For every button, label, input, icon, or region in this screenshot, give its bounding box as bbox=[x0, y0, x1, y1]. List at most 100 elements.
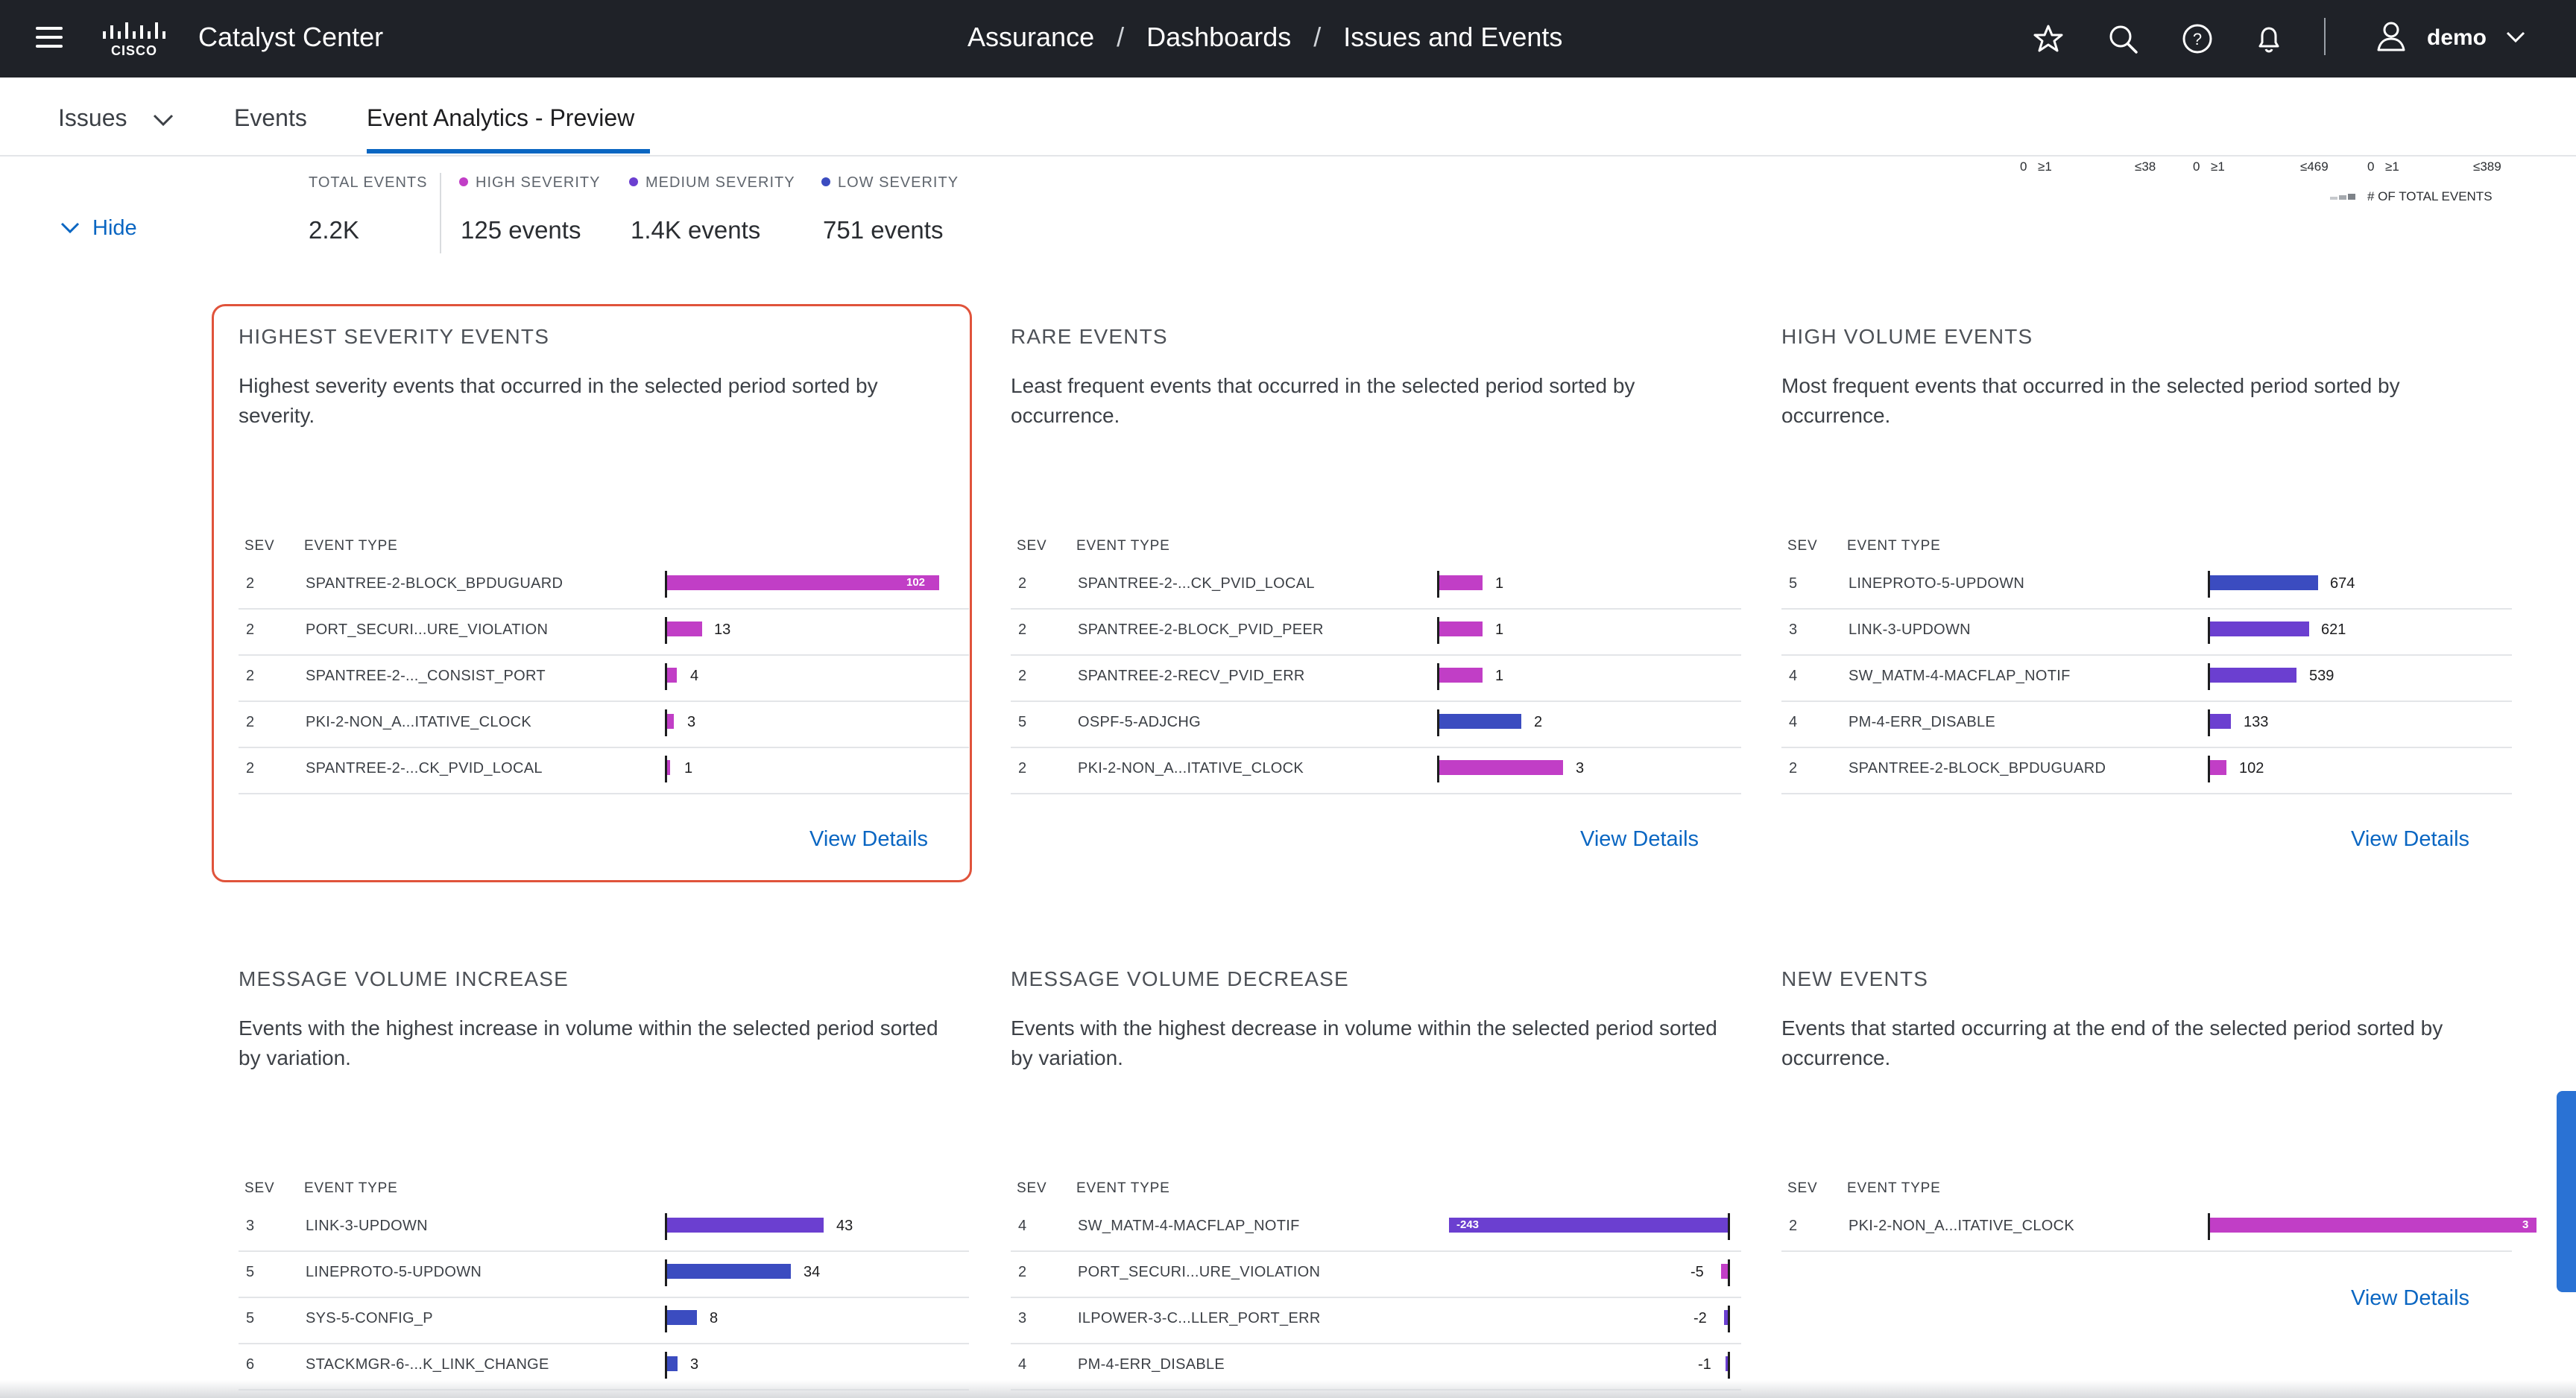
event-type[interactable]: PM-4-ERR_DISABLE bbox=[1849, 714, 1996, 730]
bar-axis bbox=[665, 1306, 667, 1332]
tab-events[interactable]: Events bbox=[234, 104, 307, 131]
hide-summary-link[interactable]: Hide bbox=[92, 216, 137, 240]
event-type[interactable]: LINEPROTO-5-UPDOWN bbox=[306, 1264, 482, 1280]
event-type[interactable]: SPANTREE-2-BLOCK_BPDUGUARD bbox=[306, 575, 564, 592]
total-events-value: 2.2K bbox=[309, 216, 359, 244]
table-row[interactable]: 4 SW_MATM-4-MACFLAP_NOTIF -243 bbox=[1011, 1204, 1741, 1252]
star-icon[interactable] bbox=[2032, 22, 2065, 55]
view-details-link[interactable]: View Details bbox=[1580, 827, 1699, 851]
event-type[interactable]: SPANTREE-2-..._CONSIST_PORT bbox=[306, 668, 546, 684]
table-row[interactable]: 2 SPANTREE-2-...CK_PVID_LOCAL 1 bbox=[1011, 562, 1741, 610]
highest-severity-card: HIGHEST SEVERITY EVENTS Highest severity… bbox=[212, 325, 969, 861]
high-severity-value: 125 events bbox=[461, 216, 581, 244]
help-icon[interactable]: ? bbox=[2181, 22, 2214, 55]
table-row[interactable]: 2 PORT_SECURI...URE_VIOLATION 13 bbox=[239, 608, 969, 656]
tab-event-analytics[interactable]: Event Analytics - Preview bbox=[367, 104, 635, 131]
bell-icon[interactable] bbox=[2253, 22, 2285, 55]
event-bar bbox=[667, 714, 674, 729]
sev-value: 4 bbox=[1789, 668, 1798, 684]
table-row[interactable]: 4 SW_MATM-4-MACFLAP_NOTIF 539 bbox=[1781, 654, 2512, 702]
event-type[interactable]: STACKMGR-6-...K_LINK_CHANGE bbox=[306, 1356, 549, 1373]
event-type-column-header: EVENT TYPE bbox=[1847, 1180, 1941, 1196]
bar-axis bbox=[1437, 571, 1439, 598]
table-row[interactable]: 2 SPANTREE-2-BLOCK_PVID_PEER 1 bbox=[1011, 608, 1741, 656]
event-type[interactable]: PKI-2-NON_A...ITATIVE_CLOCK bbox=[306, 714, 531, 730]
table-row[interactable]: 2 SPANTREE-2-RECV_PVID_ERR 1 bbox=[1011, 654, 1741, 702]
view-details-link[interactable]: View Details bbox=[809, 827, 929, 851]
table-row[interactable]: 5 LINEPROTO-5-UPDOWN 674 bbox=[1781, 562, 2512, 610]
event-count: 1 bbox=[684, 760, 693, 777]
event-type[interactable]: PORT_SECURI...URE_VIOLATION bbox=[306, 621, 549, 638]
event-type[interactable]: PM-4-ERR_DISABLE bbox=[1078, 1356, 1225, 1373]
sev-value: 5 bbox=[246, 1310, 255, 1326]
event-type[interactable]: PORT_SECURI...URE_VIOLATION bbox=[1078, 1264, 1321, 1280]
table-row[interactable]: 2 SPANTREE-2-BLOCK_BPDUGUARD 102 bbox=[239, 562, 969, 610]
table-row[interactable]: 5 LINEPROTO-5-UPDOWN 34 bbox=[239, 1250, 969, 1298]
view-details-link[interactable]: View Details bbox=[2351, 827, 2470, 851]
sev-value: 2 bbox=[246, 714, 255, 730]
table-row[interactable]: 2 PKI-2-NON_A...ITATIVE_CLOCK 3 bbox=[1011, 747, 1741, 794]
bar-axis bbox=[665, 617, 667, 644]
table-row[interactable]: 2 SPANTREE-2-..._CONSIST_PORT 4 bbox=[239, 654, 969, 702]
event-type[interactable]: SPANTREE-2-RECV_PVID_ERR bbox=[1078, 668, 1305, 684]
event-bar bbox=[1439, 714, 1521, 729]
table-row[interactable]: 3 LINK-3-UPDOWN 621 bbox=[1781, 608, 2512, 656]
table-row[interactable]: 5 OSPF-5-ADJCHG 2 bbox=[1011, 700, 1741, 748]
highlight-annotation bbox=[212, 304, 972, 882]
table-row[interactable]: 4 PM-4-ERR_DISABLE 133 bbox=[1781, 700, 2512, 748]
table-row[interactable]: 3 LINK-3-UPDOWN 43 bbox=[239, 1204, 969, 1252]
event-type[interactable]: LINK-3-UPDOWN bbox=[1849, 621, 1971, 638]
username[interactable]: demo bbox=[2427, 25, 2487, 50]
tab-issues[interactable]: Issues bbox=[58, 104, 127, 131]
menu-icon[interactable] bbox=[36, 24, 66, 54]
event-count: 8 bbox=[710, 1310, 719, 1326]
bar-axis bbox=[1437, 663, 1439, 690]
event-type[interactable]: SW_MATM-4-MACFLAP_NOTIF bbox=[1078, 1218, 1300, 1234]
sev-value: 2 bbox=[246, 760, 255, 777]
event-bar bbox=[1439, 621, 1483, 636]
table-row[interactable]: 2 PKI-2-NON_A...ITATIVE_CLOCK 3 bbox=[239, 700, 969, 748]
sev-value: 5 bbox=[1789, 575, 1798, 592]
view-details-link[interactable]: View Details bbox=[2351, 1286, 2470, 1310]
top-navigation-bar: CISCO Catalyst Center Assurance / Dashboar… bbox=[0, 0, 2576, 78]
event-type[interactable]: ILPOWER-3-C...LLER_PORT_ERR bbox=[1078, 1310, 1321, 1326]
event-type[interactable]: PKI-2-NON_A...ITATIVE_CLOCK bbox=[1078, 760, 1304, 777]
table-row[interactable]: 2 PORT_SECURI...URE_VIOLATION -5 bbox=[1011, 1250, 1741, 1298]
event-type[interactable]: SPANTREE-2-...CK_PVID_LOCAL bbox=[1078, 575, 1315, 592]
event-count: -2 bbox=[1693, 1310, 1707, 1326]
event-type[interactable]: SPANTREE-2-BLOCK_PVID_PEER bbox=[1078, 621, 1324, 638]
chevron-down-icon[interactable] bbox=[60, 221, 80, 235]
sev-column-header: SEV bbox=[1017, 538, 1047, 554]
event-bar bbox=[667, 668, 677, 683]
table-row[interactable]: 2 PKI-2-NON_A...ITATIVE_CLOCK 3 bbox=[1781, 1204, 2536, 1252]
event-count: 4 bbox=[690, 668, 699, 684]
scrollbar-thumb[interactable] bbox=[2557, 1091, 2576, 1292]
bar-axis bbox=[665, 709, 667, 736]
chevron-down-icon[interactable] bbox=[152, 112, 174, 128]
card-description: Highest severity events that occurred in… bbox=[239, 374, 878, 427]
user-icon[interactable] bbox=[2375, 19, 2408, 52]
event-type[interactable]: PKI-2-NON_A...ITATIVE_CLOCK bbox=[1849, 1218, 2074, 1234]
search-icon[interactable] bbox=[2106, 22, 2139, 55]
table-row[interactable]: 5 SYS-5-CONFIG_P 8 bbox=[239, 1297, 969, 1344]
table-row[interactable]: 2 SPANTREE-2-...CK_PVID_LOCAL 1 bbox=[239, 747, 969, 794]
event-type[interactable]: SYS-5-CONFIG_P bbox=[306, 1310, 433, 1326]
event-type-column-header: EVENT TYPE bbox=[304, 1180, 398, 1196]
event-count: 621 bbox=[2321, 621, 2346, 638]
event-type[interactable]: SW_MATM-4-MACFLAP_NOTIF bbox=[1849, 668, 2071, 684]
event-count: 43 bbox=[836, 1218, 853, 1234]
table-row[interactable]: 2 SPANTREE-2-BLOCK_BPDUGUARD 102 bbox=[1781, 747, 2512, 794]
chevron-down-icon[interactable] bbox=[2504, 28, 2527, 46]
sev-column-header: SEV bbox=[244, 538, 275, 554]
breadcrumb-assurance[interactable]: Assurance bbox=[967, 22, 1095, 52]
event-type[interactable]: OSPF-5-ADJCHG bbox=[1078, 714, 1202, 730]
event-type[interactable]: LINEPROTO-5-UPDOWN bbox=[1849, 575, 2025, 592]
event-type[interactable]: LINK-3-UPDOWN bbox=[306, 1218, 428, 1234]
table-row[interactable]: 3 ILPOWER-3-C...LLER_PORT_ERR -2 bbox=[1011, 1297, 1741, 1344]
breadcrumb-dashboards[interactable]: Dashboards bbox=[1146, 22, 1292, 52]
event-type[interactable]: SPANTREE-2-...CK_PVID_LOCAL bbox=[306, 760, 543, 777]
card-description: Least frequent events that occurred in t… bbox=[1011, 374, 1635, 427]
sev-column-header: SEV bbox=[1787, 1180, 1818, 1196]
event-type[interactable]: SPANTREE-2-BLOCK_BPDUGUARD bbox=[1849, 760, 2106, 777]
legend-tick: ≥1 bbox=[2038, 159, 2052, 174]
